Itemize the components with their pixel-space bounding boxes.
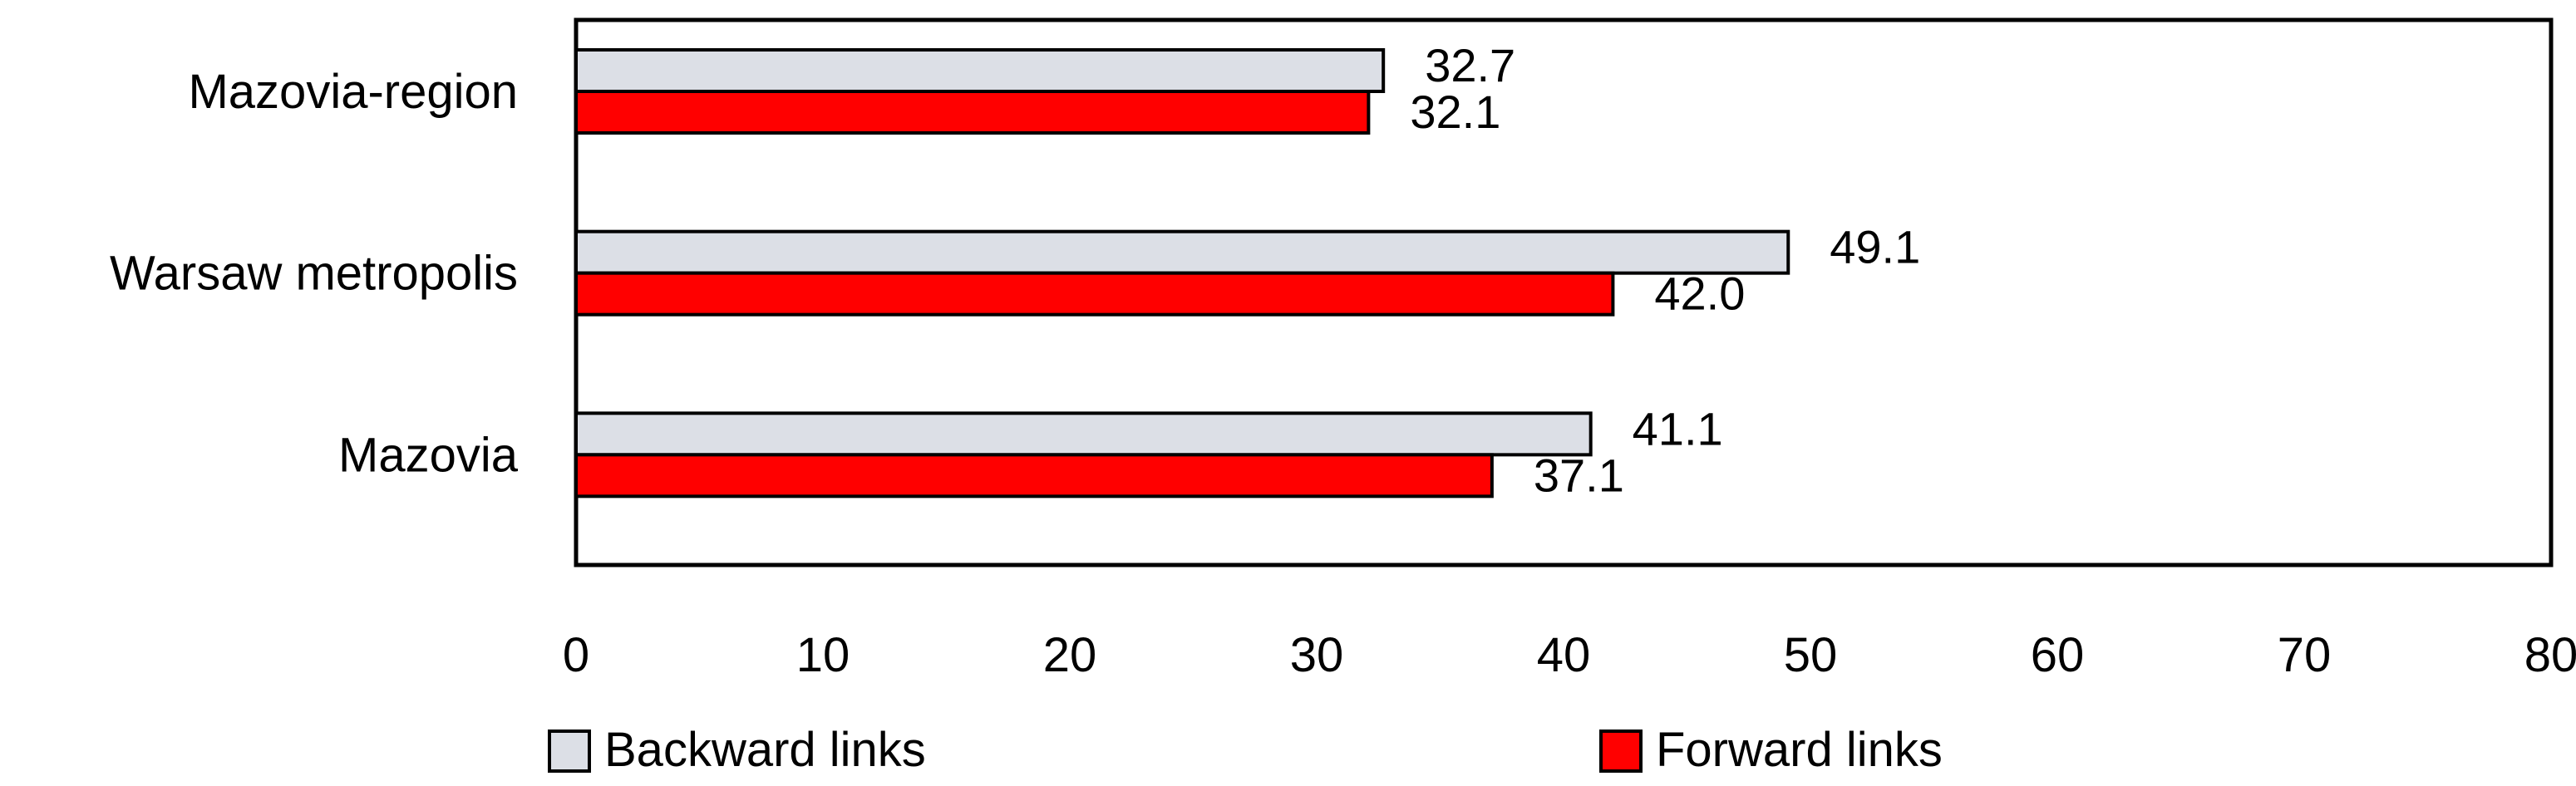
legend: Backward links Forward links	[548, 723, 1943, 777]
data-label: 49.1	[1830, 221, 1920, 273]
legend-label: Backward links	[604, 723, 926, 777]
x-axis-ticks: 0 10 20 30 40 50 60 70 80	[563, 628, 2576, 682]
x-tick-label: 0	[563, 628, 589, 682]
category-label: Mazovia-region	[188, 65, 518, 119]
x-tick-label: 70	[2278, 628, 2332, 682]
bar	[574, 271, 1615, 317]
x-tick-label: 80	[2524, 628, 2576, 682]
bars-layer	[574, 48, 1790, 499]
legend-swatch	[1599, 730, 1643, 773]
bar	[574, 453, 1494, 499]
x-tick-label: 20	[1043, 628, 1097, 682]
bar	[574, 411, 1593, 457]
x-tick-label: 30	[1290, 628, 1344, 682]
x-tick-label: 10	[796, 628, 850, 682]
legend-label: Forward links	[1656, 723, 1943, 777]
category-labels: Mazovia-region Warsaw metropolis Mazovia	[110, 65, 519, 482]
data-label: 37.1	[1534, 449, 1624, 501]
x-tick-label: 50	[1784, 628, 1838, 682]
data-label: 42.0	[1654, 268, 1745, 320]
legend-swatch	[548, 730, 591, 773]
data-label: 32.1	[1410, 86, 1500, 138]
value-labels: 32.732.1 49.1 42.0 41.137.1	[1410, 39, 1920, 501]
category-label: Mazovia	[338, 428, 519, 482]
x-tick-label: 60	[2031, 628, 2085, 682]
data-label: 32.7	[1425, 39, 1515, 91]
x-tick-label: 40	[1537, 628, 1591, 682]
bar	[574, 48, 1386, 93]
category-label: Warsaw metropolis	[110, 247, 518, 301]
bar	[574, 90, 1371, 135]
bar	[574, 229, 1790, 275]
data-label: 41.1	[1633, 402, 1723, 454]
